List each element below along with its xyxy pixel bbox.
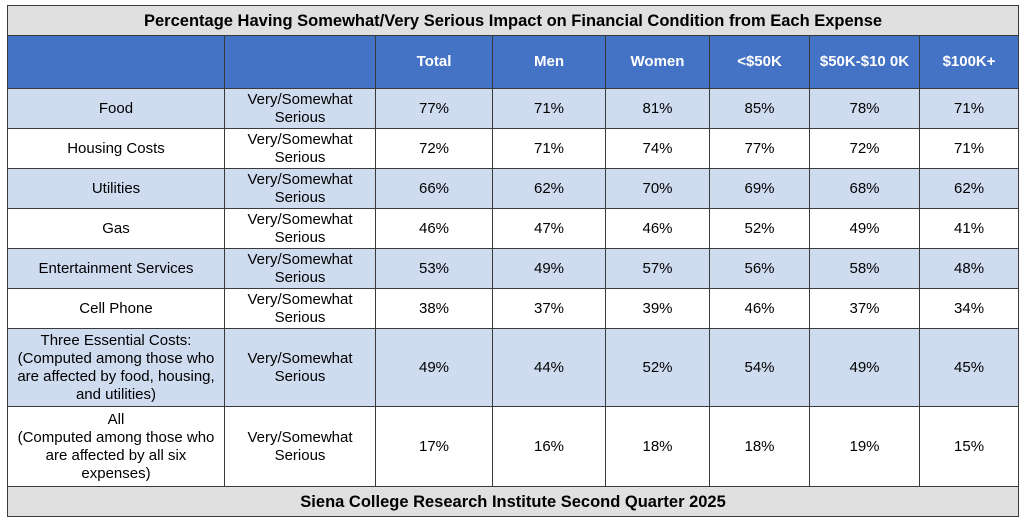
value-cell: 49% [492,248,606,289]
table-row: Gas Very/Somewhat Serious 46% 47% 46% 52% 49% 4… [7,208,1020,249]
table-row: Cell Phone Very/Somewhat Serious 38% 37% 39%… [7,288,1020,329]
row-label: Cell Phone [7,288,225,329]
value-cell: 78% [809,88,920,129]
footer-row: Siena College Research Institute Second … [6,486,1020,517]
row-measure: Very/Somewhat Serious [224,288,376,329]
value-cell: 17% [375,406,493,487]
value-cell: 81% [605,88,710,129]
row-measure: Very/Somewhat Serious [224,406,376,487]
value-cell: 70% [605,168,710,209]
value-cell: 46% [375,208,493,249]
column-header [224,35,376,89]
value-cell: 15% [918,406,1020,487]
value-cell: 45% [918,328,1020,407]
table-row: Food Very/Somewhat Serious 77% 71% 81% 85% 78%… [7,88,1020,129]
table-footer: Siena College Research Institute Second … [6,486,1020,517]
value-cell: 52% [709,208,810,249]
row-measure: Very/Somewhat Serious [224,128,376,169]
value-cell: 62% [492,168,606,209]
table-row: All (Computed among those who are affect… [7,406,1020,487]
column-header: Men [492,35,606,89]
column-header: Total [375,35,493,89]
value-cell: 57% [605,248,710,289]
value-cell: 49% [809,208,920,249]
value-cell: 68% [809,168,920,209]
table-row: Three Essential Costs: (Computed among t… [7,328,1020,407]
value-cell: 85% [709,88,810,129]
value-cell: 49% [809,328,920,407]
row-label: Entertainment Services [7,248,225,289]
value-cell: 49% [375,328,493,407]
value-cell: 16% [492,406,606,487]
value-cell: 74% [605,128,710,169]
value-cell: 77% [709,128,810,169]
table-row: Entertainment Services Very/Somewhat Seri… [7,248,1020,289]
value-cell: 54% [709,328,810,407]
value-cell: 52% [605,328,710,407]
row-label: Gas [7,208,225,249]
header-row: Total Men Women <$50K $50K-$10 0K $100K+ [7,35,1020,89]
results-table: Percentage Having Somewhat/Very Serious … [6,5,1020,517]
row-label: All (Computed among those who are affect… [7,406,225,487]
value-cell: 66% [375,168,493,209]
value-cell: 39% [605,288,710,329]
row-measure: Very/Somewhat Serious [224,88,376,129]
column-header [7,35,225,89]
value-cell: 71% [492,128,606,169]
row-label: Utilities [7,168,225,209]
column-header: $50K-$10 0K [809,35,920,89]
column-header: <$50K [709,35,810,89]
value-cell: 38% [375,288,493,329]
results-table-container: Percentage Having Somewhat/Very Serious … [6,5,1020,517]
value-cell: 58% [809,248,920,289]
row-measure: Very/Somewhat Serious [224,248,376,289]
row-label: Three Essential Costs: (Computed among t… [7,328,225,407]
row-measure: Very/Somewhat Serious [224,328,376,407]
value-cell: 19% [809,406,920,487]
value-cell: 71% [918,88,1020,129]
value-cell: 44% [492,328,606,407]
table-row: Utilities Very/Somewhat Serious 66% 62% 70% 6… [7,168,1020,209]
row-label: Housing Costs [7,128,225,169]
value-cell: 48% [918,248,1020,289]
value-cell: 46% [605,208,710,249]
value-cell: 47% [492,208,606,249]
value-cell: 56% [709,248,810,289]
value-cell: 53% [375,248,493,289]
value-cell: 41% [918,208,1020,249]
value-cell: 18% [605,406,710,487]
table-title: Percentage Having Somewhat/Very Serious … [6,5,1020,36]
value-cell: 34% [918,288,1020,329]
value-cell: 77% [375,88,493,129]
value-cell: 72% [375,128,493,169]
value-cell: 37% [492,288,606,329]
value-cell: 72% [809,128,920,169]
column-header: Women [605,35,710,89]
column-header: $100K+ [918,35,1020,89]
value-cell: 71% [918,128,1020,169]
row-measure: Very/Somewhat Serious [224,208,376,249]
row-measure: Very/Somewhat Serious [224,168,376,209]
value-cell: 69% [709,168,810,209]
table-row: Housing Costs Very/Somewhat Serious 72% 71%… [7,128,1020,169]
value-cell: 62% [918,168,1020,209]
value-cell: 71% [492,88,606,129]
value-cell: 18% [709,406,810,487]
value-cell: 37% [809,288,920,329]
value-cell: 46% [709,288,810,329]
row-label: Food [7,88,225,129]
